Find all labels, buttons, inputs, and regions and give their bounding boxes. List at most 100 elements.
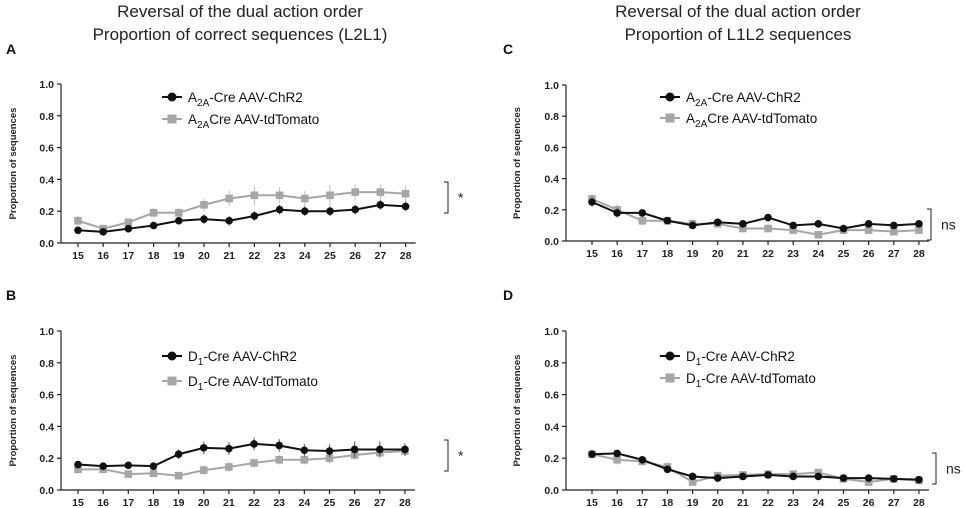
legend-entry: D1-Cre AAV-ChR2 [162, 349, 297, 368]
x-tick-label: 24 [299, 250, 311, 262]
data-point [200, 215, 208, 223]
data-point [275, 441, 284, 450]
data-point [124, 218, 133, 227]
data-point [275, 205, 284, 214]
data-point [663, 465, 672, 474]
data-point [890, 475, 898, 483]
x-tick-label: 19 [687, 497, 699, 508]
data-point [376, 188, 385, 196]
y-tick-label: 0.8 [544, 111, 559, 123]
data-point [764, 213, 772, 222]
y-axis-label: Proportion of sequences [512, 355, 523, 467]
data-point [401, 202, 410, 211]
x-tick-label: 25 [324, 497, 336, 508]
significance-bracket [927, 208, 932, 241]
y-tick-label: 1.0 [544, 326, 559, 338]
data-point [864, 478, 873, 486]
data-point [174, 450, 183, 459]
x-tick-label: 23 [274, 250, 286, 262]
data-point [175, 208, 183, 217]
data-point [864, 474, 873, 482]
series-gray [588, 449, 923, 486]
data-point [325, 454, 334, 462]
y-tick-label: 0.4 [544, 421, 559, 433]
data-point [74, 465, 82, 474]
y-tick-label: 1.0 [39, 326, 54, 338]
data-point [890, 221, 898, 230]
data-point [225, 194, 233, 203]
x-tick-label: 25 [324, 250, 336, 262]
data-point [351, 188, 359, 196]
series-line [591, 201, 920, 230]
legend-entry: D1-Cre AAV-ChR2 [660, 349, 795, 368]
x-tick-label: 16 [97, 497, 109, 508]
legend-entry: A2A-Cre AAV-ChR2 [162, 90, 303, 109]
data-point [250, 459, 258, 467]
data-point [713, 474, 722, 482]
x-tick-label: 17 [122, 497, 134, 508]
data-point [301, 194, 309, 203]
y-axis-label: Proportion of sequences [8, 355, 19, 467]
data-point [915, 475, 923, 484]
data-point [638, 455, 647, 464]
x-tick-label: 27 [375, 250, 387, 262]
series-black [74, 200, 410, 236]
x-tick-label: 23 [787, 248, 799, 260]
x-tick-label: 15 [72, 250, 84, 262]
significance-label: * [458, 190, 464, 206]
data-point [613, 455, 621, 464]
data-point [74, 460, 82, 469]
data-point [789, 221, 797, 230]
x-tick-label: 22 [762, 497, 774, 508]
data-point [200, 201, 208, 209]
data-point [789, 226, 797, 234]
legend-label: A2A-Cre AAV-ChR2 [686, 90, 801, 109]
series-line [77, 442, 405, 468]
x-tick-label: 26 [349, 250, 361, 262]
x-tick-label: 28 [399, 497, 411, 508]
significance-label: ns [946, 461, 961, 477]
data-point [638, 216, 647, 225]
y-axis-label: Proportion of sequences [8, 108, 19, 220]
data-point [99, 228, 107, 236]
x-tick-label: 27 [888, 248, 900, 260]
right-title-line2: Proportion of L1L2 sequences [625, 25, 852, 44]
y-tick-label: 0.8 [544, 358, 559, 370]
x-tick-label: 26 [863, 248, 875, 260]
x-tick-label: 15 [586, 248, 598, 260]
x-tick-label: 22 [248, 497, 260, 508]
y-tick-label: 0.0 [544, 485, 559, 497]
series-line [591, 197, 920, 236]
x-tick-label: 18 [662, 497, 674, 508]
y-tick-label: 0.8 [39, 358, 54, 370]
data-point [638, 209, 647, 217]
x-tick-label: 18 [148, 250, 160, 262]
panel-letter: A [6, 41, 16, 57]
significance-label: ns [941, 217, 956, 233]
x-tick-label: 23 [273, 497, 285, 508]
legend-entry: A2ACre AAV-tdTomato [162, 112, 319, 131]
x-tick-label: 25 [838, 497, 850, 508]
x-tick-label: 17 [636, 497, 648, 508]
panel-letter: B [6, 287, 16, 303]
x-tick-label: 28 [913, 248, 925, 260]
data-point [613, 209, 621, 217]
y-tick-label: 1.0 [544, 80, 559, 92]
x-tick-label: 21 [223, 250, 235, 262]
data-point [588, 450, 596, 459]
x-tick-label: 16 [611, 248, 623, 260]
panel-b: B Proportion of sequences 0.0 0.2 0.4 0.6 0.8 1… [6, 287, 464, 508]
significance-label: * [458, 448, 464, 464]
x-tick-label: 21 [737, 248, 749, 260]
x-tick-label: 24 [299, 497, 311, 508]
y-tick-label: 0.0 [39, 485, 54, 497]
y-tick-label: 0.2 [39, 453, 54, 465]
data-point [890, 227, 898, 236]
data-point [814, 468, 823, 477]
data-point [789, 472, 797, 481]
y-tick-label: 0.4 [544, 174, 559, 186]
data-point [814, 230, 823, 239]
x-tick-label: 18 [148, 497, 160, 508]
legend-label: D1-Cre AAV-tdTomato [188, 374, 318, 393]
data-point [174, 471, 183, 480]
